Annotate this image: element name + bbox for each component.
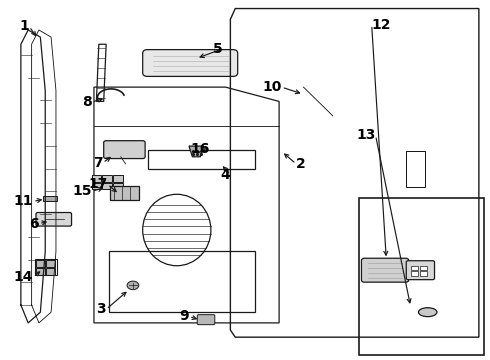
Bar xyxy=(92,183,101,189)
FancyBboxPatch shape xyxy=(197,315,215,325)
Bar xyxy=(113,175,122,182)
Text: 12: 12 xyxy=(372,18,391,32)
Ellipse shape xyxy=(418,308,437,317)
Bar xyxy=(147,150,255,169)
Text: 6: 6 xyxy=(29,217,39,231)
Text: 7: 7 xyxy=(93,156,103,170)
Bar xyxy=(92,175,101,182)
Circle shape xyxy=(127,281,139,290)
Bar xyxy=(102,183,112,189)
Bar xyxy=(36,260,45,267)
Text: 16: 16 xyxy=(191,141,210,156)
Bar xyxy=(113,183,122,189)
FancyBboxPatch shape xyxy=(36,212,72,226)
Text: 8: 8 xyxy=(82,95,92,109)
Bar xyxy=(411,271,418,276)
Bar xyxy=(46,267,55,275)
Bar xyxy=(420,266,427,270)
Bar xyxy=(43,196,57,202)
Polygon shape xyxy=(189,146,203,157)
Bar xyxy=(406,152,425,187)
Text: 5: 5 xyxy=(213,41,223,55)
FancyBboxPatch shape xyxy=(110,186,139,201)
Text: 14: 14 xyxy=(14,270,33,284)
Text: 2: 2 xyxy=(296,157,306,171)
FancyBboxPatch shape xyxy=(143,50,238,76)
FancyBboxPatch shape xyxy=(104,141,145,158)
Text: 9: 9 xyxy=(179,310,189,323)
Bar xyxy=(102,175,112,182)
Bar xyxy=(411,266,418,270)
Text: 11: 11 xyxy=(14,194,33,208)
Bar xyxy=(35,259,57,275)
Text: 4: 4 xyxy=(220,168,230,182)
Bar xyxy=(360,198,484,355)
Bar xyxy=(109,251,255,312)
Bar xyxy=(36,267,45,275)
Bar xyxy=(420,271,427,276)
FancyBboxPatch shape xyxy=(406,261,435,280)
FancyBboxPatch shape xyxy=(362,258,409,282)
Text: 1: 1 xyxy=(20,19,29,33)
Text: 3: 3 xyxy=(97,302,106,316)
Text: 13: 13 xyxy=(356,129,375,142)
Text: 10: 10 xyxy=(262,80,282,94)
Text: 15: 15 xyxy=(72,184,92,198)
Text: 17: 17 xyxy=(88,177,108,191)
Bar xyxy=(46,260,55,267)
